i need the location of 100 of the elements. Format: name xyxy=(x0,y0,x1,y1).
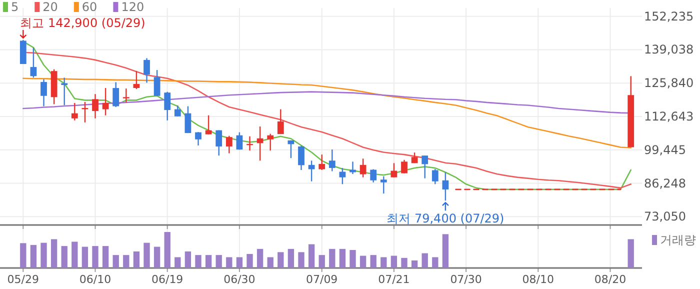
bar xyxy=(112,255,119,268)
y-tick-label: 99,445 xyxy=(644,142,686,157)
bar xyxy=(133,251,140,268)
y-tick-label: 112,643 xyxy=(644,110,694,124)
bar xyxy=(61,246,68,268)
annotation: 최고 142,900 (05/29) xyxy=(20,16,146,30)
candlestick xyxy=(401,159,408,174)
candlestick xyxy=(174,104,181,117)
bar xyxy=(411,260,418,268)
bar xyxy=(350,250,356,268)
bar xyxy=(236,257,243,268)
legend-label: 60 xyxy=(82,0,98,14)
candlestick xyxy=(298,145,304,171)
y-tick-label: 86,248 xyxy=(644,176,686,190)
legend-label: 5 xyxy=(11,0,19,14)
candlestick xyxy=(339,167,346,185)
bar xyxy=(278,252,284,268)
x-tick-label: 08/10 xyxy=(522,273,554,286)
candlestick xyxy=(184,106,192,134)
candlestick xyxy=(102,87,109,116)
candlestick xyxy=(432,168,438,185)
candlestick xyxy=(133,70,140,90)
y-tick-label: 73,050 xyxy=(644,210,686,224)
bar xyxy=(144,242,150,268)
bar xyxy=(432,257,438,268)
candlestick xyxy=(71,102,78,121)
candlestick xyxy=(40,78,47,107)
bar xyxy=(401,258,408,268)
candlestick xyxy=(422,154,428,179)
candlestick xyxy=(380,176,387,194)
candlestick xyxy=(360,158,366,178)
bar xyxy=(154,246,160,268)
bar xyxy=(123,255,130,268)
candlestick xyxy=(122,88,130,104)
candlestick xyxy=(195,131,202,146)
bar xyxy=(40,242,47,268)
candlestick xyxy=(267,133,274,152)
bar xyxy=(329,248,336,268)
line-series xyxy=(22,78,632,148)
bar xyxy=(298,252,304,268)
x-tick-label: 07/09 xyxy=(306,273,338,286)
bar xyxy=(174,257,181,268)
x-tick-label: 07/30 xyxy=(450,273,482,286)
x-tick-label: 06/10 xyxy=(79,273,112,286)
bar xyxy=(20,243,26,268)
bar xyxy=(360,256,366,268)
candlestick xyxy=(277,108,284,135)
candlestick xyxy=(164,91,171,121)
x-tick-label: 06/19 xyxy=(152,273,184,286)
bar xyxy=(267,257,274,268)
candlestick xyxy=(144,58,150,84)
candlestick xyxy=(61,77,68,106)
bar xyxy=(308,244,315,268)
bar xyxy=(442,234,449,268)
bar xyxy=(422,253,428,268)
candlestick xyxy=(20,39,26,65)
candlestick xyxy=(350,161,356,175)
bar xyxy=(164,232,170,268)
candlestick xyxy=(328,148,336,172)
x-tick-label: 06/30 xyxy=(224,273,256,286)
bar xyxy=(370,255,376,268)
candlestick xyxy=(112,82,120,108)
bar xyxy=(184,251,192,268)
bar xyxy=(380,257,387,268)
x-tick-label: 08/20 xyxy=(594,273,626,286)
bar xyxy=(216,255,222,268)
bar xyxy=(256,248,264,268)
bar xyxy=(318,255,325,268)
bar xyxy=(30,244,37,268)
legend-label: 120 xyxy=(121,0,144,14)
bar xyxy=(205,255,212,268)
candlestick xyxy=(205,114,212,135)
x-tick-label: 07/21 xyxy=(378,273,410,286)
bar xyxy=(50,239,58,268)
annotation: 최저 79,400 (07/29) xyxy=(386,212,504,226)
bar xyxy=(390,256,398,268)
bar xyxy=(339,248,346,268)
candlestick xyxy=(30,46,37,78)
bar xyxy=(246,254,253,268)
bar xyxy=(102,246,109,268)
bar xyxy=(72,242,78,268)
x-tick-label: 05/29 xyxy=(7,273,39,286)
bar xyxy=(288,248,294,268)
bar xyxy=(226,257,232,268)
bar xyxy=(628,239,634,268)
candlestick xyxy=(226,135,232,154)
y-tick-label: 125,840 xyxy=(644,76,694,90)
candlestick xyxy=(216,130,222,156)
legend-label: 거래량 xyxy=(660,233,696,247)
candlestick xyxy=(92,93,98,119)
y-tick-label: 152,235 xyxy=(644,9,694,24)
legend-label: 20 xyxy=(42,0,58,14)
candlestick xyxy=(318,154,326,171)
bar xyxy=(92,246,98,268)
candlestick xyxy=(370,168,377,183)
bar xyxy=(82,246,88,268)
candlestick xyxy=(442,172,449,202)
candlestick xyxy=(236,132,243,150)
y-tick-label: 139,038 xyxy=(644,42,694,57)
candlestick xyxy=(154,69,160,97)
